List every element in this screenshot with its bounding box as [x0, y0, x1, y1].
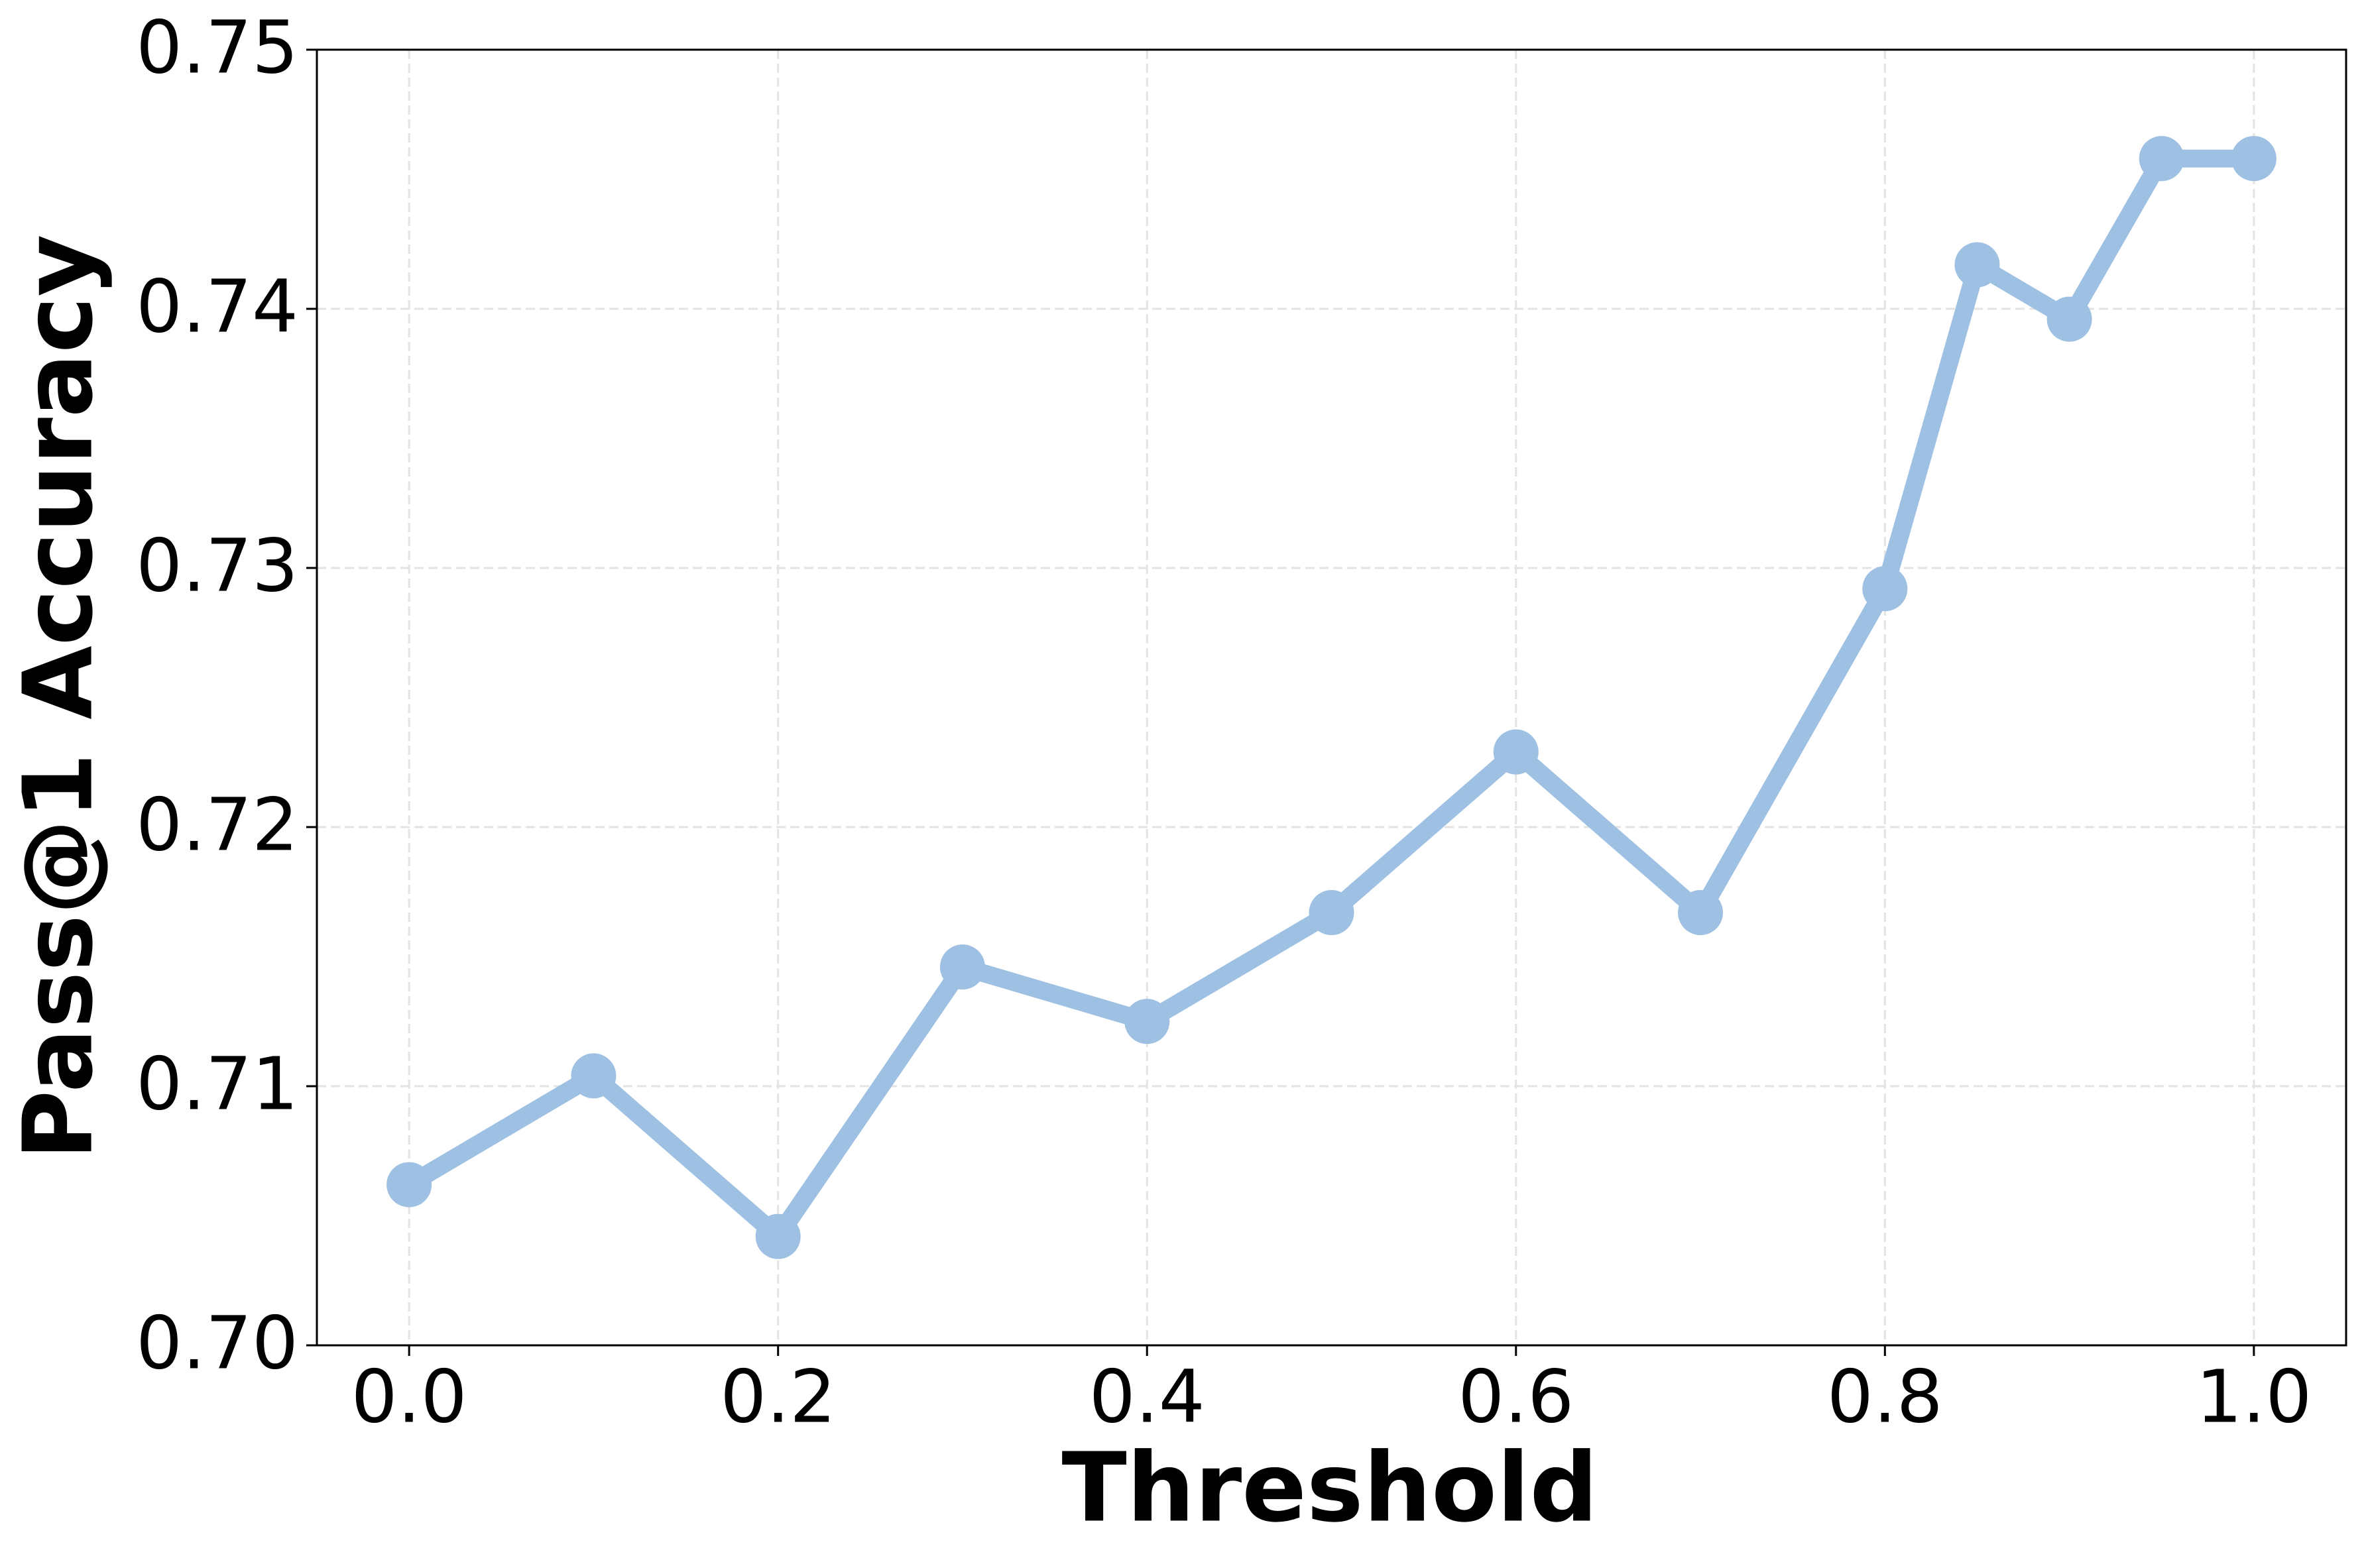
x-tick-label: 0.0	[351, 1354, 467, 1439]
marker	[2139, 136, 2184, 182]
marker	[571, 1053, 617, 1099]
y-axis-title: Pass@1 Accuracy	[3, 235, 114, 1160]
marker	[1124, 999, 1170, 1044]
marker	[1678, 890, 1724, 936]
x-tick-label: 0.2	[720, 1354, 836, 1439]
y-tick-label: 0.74	[136, 264, 298, 349]
y-tick-label: 0.70	[136, 1300, 298, 1385]
y-tick-label: 0.71	[136, 1041, 298, 1126]
x-tick-label: 0.4	[1089, 1354, 1205, 1439]
marker	[755, 1213, 801, 1259]
marker	[939, 944, 985, 990]
plot-frame	[316, 48, 2347, 1347]
series-line	[404, 149, 2254, 1246]
y-tick-label: 0.73	[136, 523, 298, 608]
x-tick-label: 0.8	[1827, 1354, 1943, 1439]
marker	[1493, 729, 1539, 775]
x-tick-label: 0.6	[1458, 1354, 1574, 1439]
marker	[2231, 136, 2277, 182]
marker	[1862, 566, 1908, 612]
marker	[386, 1162, 432, 1207]
y-tick-label: 0.72	[136, 782, 298, 867]
x-tick-label: 1.0	[2196, 1354, 2312, 1439]
marker	[1309, 890, 1354, 936]
x-axis-title: Threshold	[1061, 1432, 1598, 1543]
y-tick-label: 0.75	[136, 5, 298, 89]
marker	[1954, 242, 2000, 288]
marker	[2046, 296, 2092, 342]
